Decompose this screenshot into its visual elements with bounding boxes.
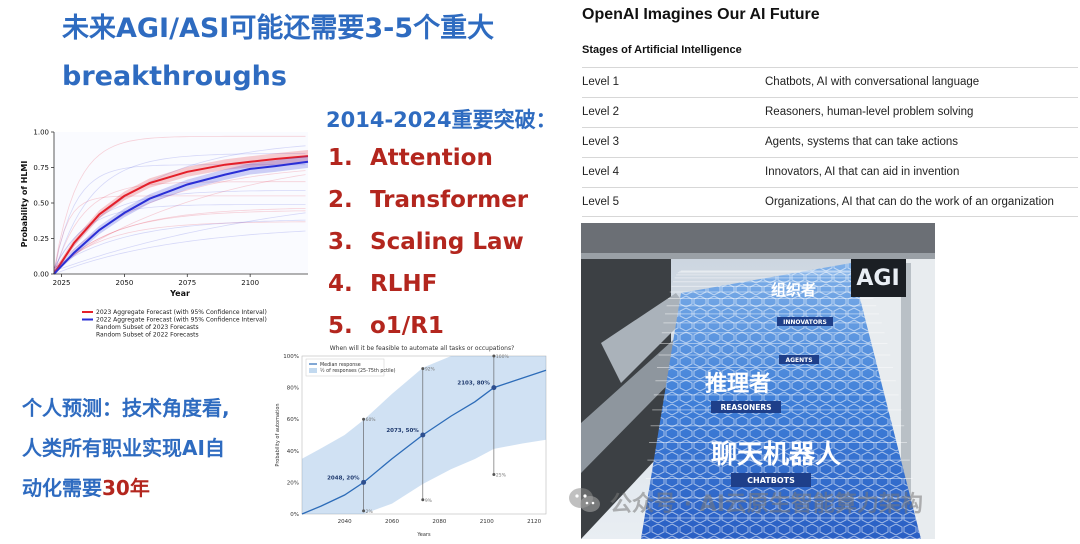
breakthrough-label: RLHF <box>370 271 438 297</box>
stage-row: Level 1 Chatbots, AI with conversational … <box>582 67 1078 97</box>
sign-reasoner-cn: 推理者 <box>705 372 771 397</box>
automation-annotation-hi: 100% <box>496 354 510 360</box>
stage-level: Level 2 <box>582 106 620 118</box>
sign-organizers: 组织者 <box>771 281 816 299</box>
page-title-line-2: breakthroughs <box>62 61 287 92</box>
openai-subtitle: Stages of Artificial Intelligence <box>582 44 742 56</box>
hlmi-legend-entry: 2023 Aggregate Forecast (with 95% Confid… <box>96 309 267 316</box>
automation-xtick-label: 2120 <box>527 519 541 525</box>
breakthroughs-heading: 2014-2024重要突破： <box>326 108 557 132</box>
automation-annotation-point <box>420 432 426 438</box>
automation-ytick-label: 0% <box>290 512 299 518</box>
breakthrough-item: 5. o1/R1 <box>328 313 444 339</box>
breakthrough-number: 5. <box>328 313 353 339</box>
hlmi-ytick-label: 0.25 <box>33 235 49 243</box>
breakthrough-item: 2. Transformer <box>328 187 528 213</box>
automation-chart: When will it be feasible to automate all… <box>275 345 547 538</box>
breakthrough-number: 3. <box>328 229 353 255</box>
hlmi-series-line <box>53 155 309 275</box>
sign-chatbot-cn: 聊天机器人 <box>711 440 841 470</box>
stage-row: Level 2 Reasoners, human-level problem so… <box>582 97 1078 127</box>
stage-level: Level 4 <box>582 166 620 178</box>
automation-ytick-label: 40% <box>287 449 299 455</box>
page-title-line-1: 未来AGI/ASI可能还需要3-5个重大 <box>62 13 495 44</box>
breakthrough-label: Attention <box>370 145 493 171</box>
prediction-line-3: 动化需要30年 <box>22 472 150 501</box>
stage-description: Innovators, AI that can aid in invention <box>765 166 960 178</box>
automation-annotation-hi: 92% <box>425 367 436 373</box>
prediction-line-3-prefix: 动化需要 <box>22 476 102 500</box>
hlmi-legend-entry: Random Subset of 2023 Forecasts <box>96 324 199 331</box>
hlmi-xtick-label: 2075 <box>178 279 196 287</box>
breakthrough-label: o1/R1 <box>370 313 444 339</box>
automation-xtick-label: 2100 <box>480 519 494 525</box>
breakthrough-item: 3. Scaling Law <box>328 229 524 255</box>
automation-ytick-label: 80% <box>287 386 299 392</box>
stage-row: Level 3 Agents, systems that can take act… <box>582 127 1078 157</box>
prediction-highlight: 30年 <box>102 476 150 500</box>
automation-annotation-hi: 60% <box>366 417 377 423</box>
openai-title: OpenAI Imagines Our AI Future <box>582 6 820 23</box>
stage-description: Agents, systems that can take actions <box>765 136 959 148</box>
automation-annotation-label: 2048, 20% <box>327 475 360 481</box>
stage-level: Level 5 <box>582 196 620 208</box>
breakthrough-number: 1. <box>328 145 353 171</box>
hlmi-xtick-label: 2050 <box>116 279 134 287</box>
hlmi-legend-entry: Random Subset of 2022 Forecasts <box>96 332 199 339</box>
automation-annotation-point <box>491 385 497 391</box>
hlmi-xtick-label: 2100 <box>241 279 259 287</box>
prediction-line-1: 个人预测：技术角度看, <box>22 396 230 420</box>
watermark: 公众号 · AI云原生智能算力架构 <box>610 492 923 517</box>
automation-annotation-lo: 9% <box>425 498 433 504</box>
automation-xtick-label: 2080 <box>432 519 446 525</box>
automation-annotation-label: 2073, 50% <box>386 428 419 434</box>
breakthrough-label: Scaling Law <box>370 229 524 255</box>
sign-innovators: INNOVATORS <box>783 319 827 326</box>
automation-ytick-label: 20% <box>287 480 299 486</box>
automation-annotation-lo: 25% <box>496 473 507 479</box>
wechat-icon <box>567 484 603 516</box>
hlmi-legend-entry: 2022 Aggregate Forecast (with 95% Confid… <box>96 317 267 324</box>
hlmi-xtick-label: 2025 <box>53 279 71 287</box>
automation-xtick-label: 2040 <box>338 519 352 525</box>
hlmi-chart: 0.00 0.25 0.50 0.75 1.00 2025 2050 2075 2100 Pro… <box>20 129 309 339</box>
prediction-line-2: 人类所有职业实现AI自 <box>22 436 225 460</box>
automation-legend-entry: Median response <box>320 362 361 368</box>
breakthrough-item: 4. RLHF <box>328 271 437 297</box>
breakthrough-number: 4. <box>328 271 353 297</box>
hlmi-ytick-label: 0.75 <box>33 164 49 172</box>
openai-stages-table: Level 1 Chatbots, AI with conversational … <box>582 67 1078 219</box>
automation-legend-entry: ½ of responses (25-75th pctile) <box>320 367 396 374</box>
hlmi-ylabel: Probability of HLMI <box>20 161 29 248</box>
automation-annotation-point <box>361 479 367 485</box>
automation-ytick-label: 100% <box>283 354 299 360</box>
hlmi-ytick-label: 0.00 <box>33 271 49 279</box>
stage-level: Level 3 <box>582 136 620 148</box>
stage-description: Chatbots, AI with conversational languag… <box>765 76 980 88</box>
breakthrough-number: 2. <box>328 187 353 213</box>
sign-chatbots: CHATBOTS <box>747 476 795 485</box>
automation-annotation-label: 2103, 80% <box>457 381 490 387</box>
breakthrough-label: Transformer <box>370 187 529 213</box>
stage-description: Reasoners, human-level problem solving <box>765 106 974 118</box>
hlmi-series-line <box>53 160 309 275</box>
stage-row: Level 4 Innovators, AI that can aid in in… <box>582 157 1078 187</box>
sign-agents: AGENTS <box>785 357 812 364</box>
hlmi-xlabel: Year <box>169 289 190 298</box>
breakthrough-item: 1. Attention <box>328 145 493 171</box>
agi-stairs-photo: AGI 组织者 INNOVATORS AGENTS 推理者 REASONERS … <box>581 223 935 539</box>
stage-level: Level 1 <box>582 76 620 88</box>
automation-xlabel: Years <box>416 532 431 538</box>
automation-ylabel: Probability of automation <box>275 403 281 466</box>
automation-annotation-lo: 2% <box>366 509 374 515</box>
automation-xtick-label: 2060 <box>385 519 399 525</box>
hlmi-ytick-label: 1.00 <box>33 129 49 137</box>
sign-reasoners: REASONERS <box>720 403 771 412</box>
stage-row: Level 5 Organizations, AI that can do the… <box>582 187 1078 217</box>
automation-ytick-label: 60% <box>287 417 299 423</box>
stage-description: Organizations, AI that can do the work o… <box>765 196 1054 208</box>
automation-title: When will it be feasible to automate all… <box>330 345 515 352</box>
sign-agi: AGI <box>856 266 899 291</box>
hlmi-ytick-label: 0.50 <box>33 200 49 208</box>
